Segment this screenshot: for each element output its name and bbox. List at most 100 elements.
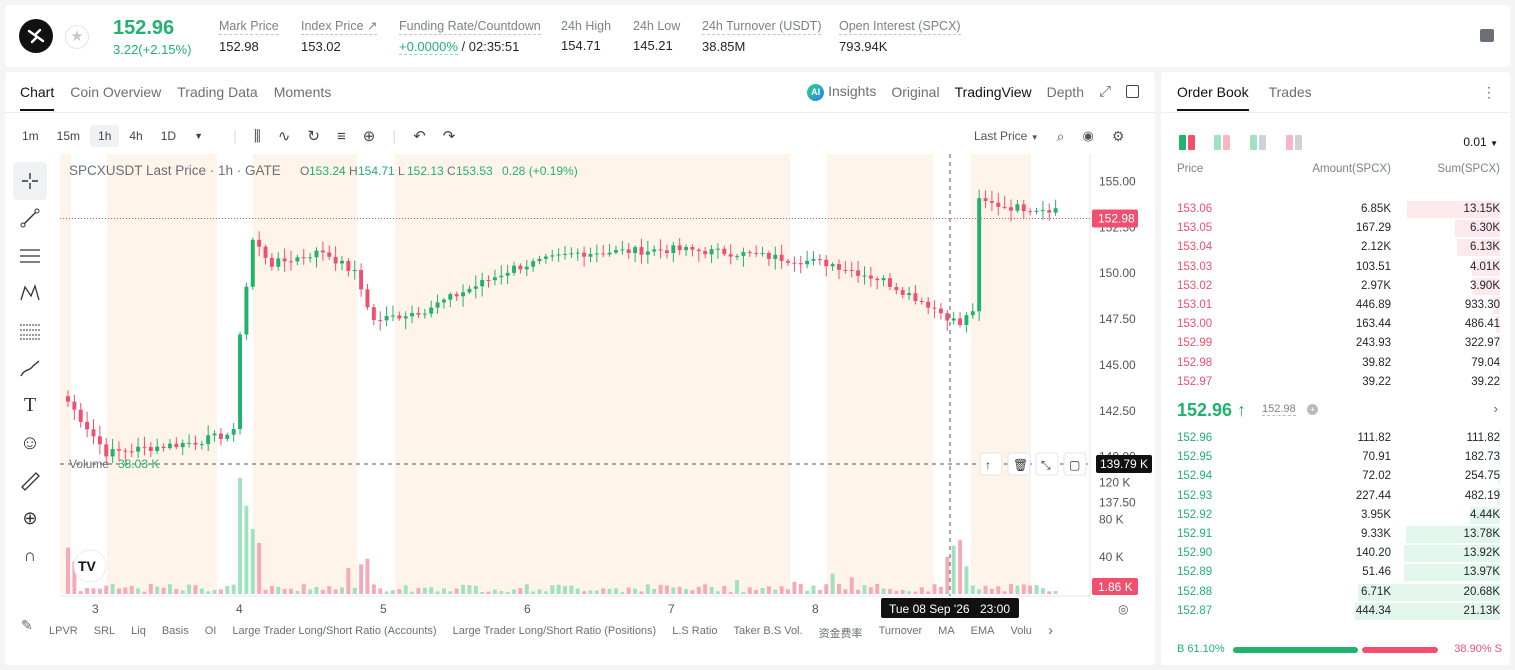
volume-bar[interactable] xyxy=(728,592,733,594)
volume-bar[interactable] xyxy=(735,580,740,594)
candle[interactable] xyxy=(85,421,90,430)
orderbook-row[interactable]: 152.93 227.44 482.19 xyxy=(1161,487,1510,506)
candle[interactable] xyxy=(174,443,179,448)
candle[interactable] xyxy=(531,261,536,267)
volume-bar[interactable] xyxy=(684,588,689,594)
interval-4h[interactable]: 4h xyxy=(129,129,143,143)
candle[interactable] xyxy=(441,299,446,303)
candle[interactable] xyxy=(371,307,376,321)
volume-bar[interactable] xyxy=(926,591,931,594)
volume-bar[interactable] xyxy=(792,581,797,594)
volume-bar[interactable] xyxy=(588,590,593,594)
orderbook-row[interactable]: 152.96 111.82 111.82 xyxy=(1161,429,1510,448)
candle[interactable] xyxy=(728,254,733,257)
volume-bar[interactable] xyxy=(907,591,912,594)
candle[interactable] xyxy=(116,449,121,451)
candle[interactable] xyxy=(155,446,160,451)
volume-bar[interactable] xyxy=(881,588,886,594)
volume-bar[interactable] xyxy=(461,584,466,594)
camera-icon[interactable]: ◉ xyxy=(1082,128,1094,143)
volume-bar[interactable] xyxy=(289,588,293,594)
volume-bar[interactable] xyxy=(626,587,631,594)
volume-bar[interactable] xyxy=(116,588,121,594)
candle[interactable] xyxy=(429,307,434,314)
volume-bar[interactable] xyxy=(1047,591,1052,594)
volume-bar[interactable] xyxy=(779,586,784,594)
candle[interactable] xyxy=(384,316,389,321)
volume-bar[interactable] xyxy=(104,585,109,594)
volume-bar[interactable] xyxy=(314,586,319,594)
volume-bar[interactable] xyxy=(703,584,708,594)
candle[interactable] xyxy=(225,434,230,439)
indicator-3[interactable]: Basis xyxy=(161,625,189,637)
candle[interactable] xyxy=(161,446,166,449)
candle[interactable] xyxy=(257,239,262,247)
volume-bar[interactable] xyxy=(575,588,580,594)
candle[interactable] xyxy=(129,451,134,453)
candle[interactable] xyxy=(932,307,937,309)
candle[interactable] xyxy=(403,316,408,319)
candle[interactable] xyxy=(250,239,255,287)
volume-bar[interactable] xyxy=(671,587,676,594)
volume-bar[interactable] xyxy=(218,589,223,594)
tab-coin-overview[interactable]: Coin Overview xyxy=(70,84,162,100)
volume-bar[interactable] xyxy=(422,587,427,594)
candle[interactable] xyxy=(180,443,185,448)
orderbook-row[interactable]: 152.98 39.82 79.04 xyxy=(1161,354,1510,373)
orderbook-row[interactable]: 152.91 9.33K 13.78K xyxy=(1161,525,1510,544)
volume-bar[interactable] xyxy=(958,540,963,594)
layout-bids-icon[interactable] xyxy=(1214,135,1230,150)
volume-bar[interactable] xyxy=(773,589,778,594)
volume-bar[interactable] xyxy=(722,585,727,594)
mode-original[interactable]: Original xyxy=(891,83,940,100)
candle[interactable] xyxy=(1047,210,1052,213)
candle[interactable] xyxy=(735,255,740,257)
candle[interactable] xyxy=(964,315,969,325)
chevron-right-icon[interactable]: › xyxy=(1047,622,1053,639)
layout-asks-icon[interactable] xyxy=(1250,135,1266,150)
candle[interactable] xyxy=(881,278,886,281)
volume-bar[interactable] xyxy=(238,477,243,594)
volume-bar[interactable] xyxy=(582,591,587,594)
candle[interactable] xyxy=(837,264,841,270)
volume-bar[interactable] xyxy=(352,587,357,594)
candle[interactable] xyxy=(607,252,612,255)
volume-bar[interactable] xyxy=(798,584,803,594)
volume-bar[interactable] xyxy=(811,585,816,594)
volume-bar[interactable] xyxy=(136,588,141,594)
candle[interactable] xyxy=(843,269,848,271)
volume-bar[interactable] xyxy=(365,558,370,594)
candle[interactable] xyxy=(473,286,478,289)
candle[interactable] xyxy=(620,249,625,251)
candle[interactable] xyxy=(66,396,70,402)
volume-bar[interactable] xyxy=(1021,584,1026,594)
orderbook-row[interactable]: 153.04 2.12K 6.13K xyxy=(1161,238,1510,257)
fib-tool-icon[interactable] xyxy=(13,312,47,350)
stat-index-price[interactable]: Index Price ↗ 153.02 xyxy=(301,18,378,54)
volume-bar[interactable] xyxy=(473,585,478,594)
indicators-icon[interactable]: ∿ xyxy=(277,128,291,145)
candle[interactable] xyxy=(919,301,924,303)
volume-bar[interactable] xyxy=(480,591,485,594)
candle[interactable] xyxy=(582,252,587,257)
orderbook-row[interactable]: 152.89 51.46 13.97K xyxy=(1161,563,1510,582)
candle[interactable] xyxy=(422,313,427,315)
volume-bar[interactable] xyxy=(295,591,300,594)
candle-type-icon[interactable]: ⫼ xyxy=(253,127,261,145)
volume-bar[interactable] xyxy=(524,584,529,594)
orderbook-row[interactable]: 152.88 6.71K 20.68K xyxy=(1161,583,1510,602)
volume-bar[interactable] xyxy=(932,584,937,594)
candle[interactable] xyxy=(1009,207,1014,211)
candle[interactable] xyxy=(900,290,905,295)
volume-bar[interactable] xyxy=(715,591,720,594)
candle[interactable] xyxy=(951,318,956,321)
candle[interactable] xyxy=(199,444,204,446)
volume-bar[interactable] xyxy=(499,590,504,594)
volume-bar[interactable] xyxy=(658,584,663,594)
candle[interactable] xyxy=(741,252,746,256)
volume-bar[interactable] xyxy=(371,584,376,594)
candle[interactable] xyxy=(390,315,395,317)
candle[interactable] xyxy=(518,265,523,270)
chevron-right-icon[interactable]: › xyxy=(1493,401,1498,416)
candle[interactable] xyxy=(786,260,790,263)
